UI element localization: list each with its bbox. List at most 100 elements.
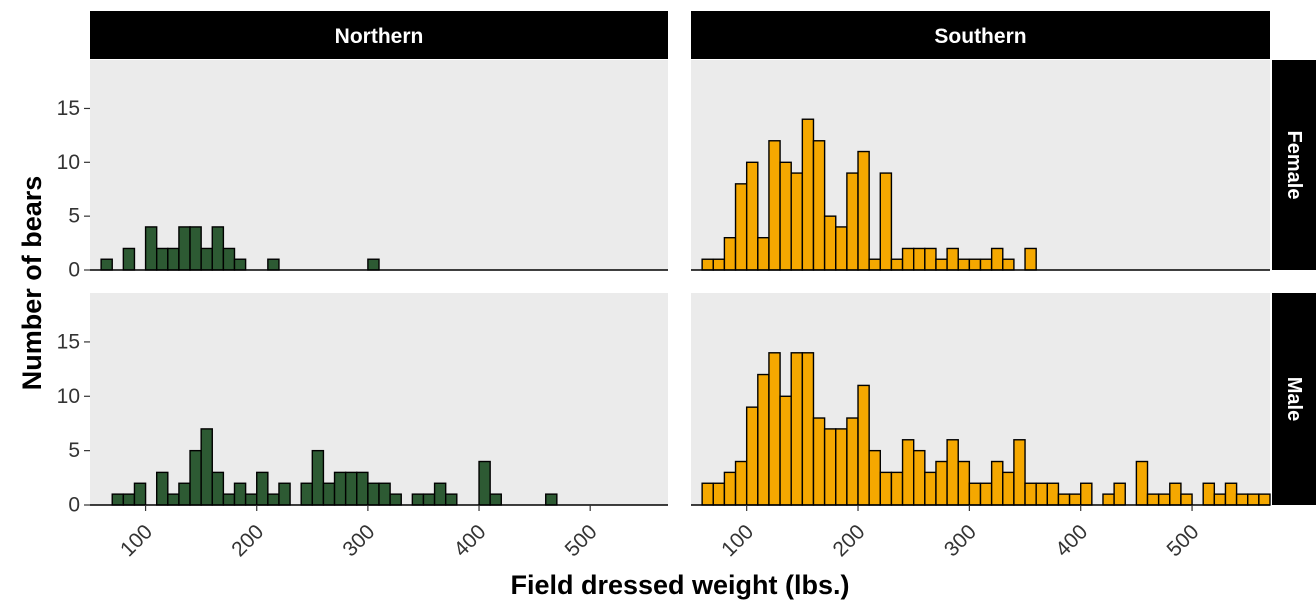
y-tick-label: 15 [57, 330, 80, 353]
histogram-bar [1169, 482, 1182, 506]
histogram-bar [1180, 493, 1193, 506]
histogram-bar [890, 258, 904, 271]
histogram-bar [311, 449, 325, 506]
histogram-bar [367, 258, 380, 271]
histogram-bar [768, 140, 781, 271]
y-tick-label: 0 [68, 259, 80, 282]
histogram-bar [1068, 493, 1082, 506]
x-tick-label: 400 [450, 520, 491, 561]
histogram-bar [1213, 493, 1227, 506]
histogram-bar [979, 482, 993, 506]
x-axis-title: Field dressed weight (lbs.) [510, 570, 849, 600]
row-strip-female [1272, 60, 1316, 270]
histogram-bar [1057, 493, 1071, 506]
histogram-bar [200, 247, 213, 271]
x-tick-label: 200 [829, 520, 870, 561]
histogram-bar [1247, 493, 1260, 506]
histogram-bar [344, 471, 358, 506]
histogram-bar [990, 460, 1004, 506]
histogram-bar [222, 493, 236, 506]
histogram-bar [957, 258, 971, 271]
histogram-bar [868, 449, 881, 506]
histogram-bar [267, 258, 280, 271]
histogram-bar [111, 493, 125, 506]
histogram-bar [723, 471, 737, 506]
histogram-bar [835, 428, 848, 506]
histogram-bar [189, 226, 202, 271]
histogram-bar [411, 493, 425, 506]
histogram-bar [946, 439, 959, 506]
histogram-bar [1002, 258, 1015, 271]
histogram-bar [790, 352, 804, 506]
histogram-bar [879, 172, 893, 271]
histogram-bar [846, 172, 859, 271]
histogram-bar [256, 471, 269, 506]
histogram-bar [723, 236, 737, 271]
histogram-bar [912, 449, 926, 506]
histogram-bar [1113, 482, 1126, 506]
histogram-bar [924, 247, 937, 271]
histogram-bar [233, 482, 247, 506]
histogram-bar [935, 258, 948, 271]
histogram-bar [545, 493, 558, 506]
histogram-bar [1135, 460, 1149, 506]
histogram-bar [968, 482, 982, 506]
histogram-bar [167, 493, 180, 506]
y-tick-label: 15 [57, 97, 80, 120]
histogram-bar [1102, 493, 1115, 506]
histogram-bar [912, 247, 926, 271]
histogram-bar [935, 460, 948, 506]
histogram-bar [1013, 439, 1026, 506]
histogram-bar [757, 373, 770, 506]
histogram-bar [167, 247, 180, 271]
x-tick-label: 200 [227, 520, 268, 561]
y-tick-label: 10 [57, 151, 80, 174]
histogram-bar [178, 482, 191, 506]
histogram-bar [946, 247, 959, 271]
histogram-bar [1202, 482, 1216, 506]
histogram-bar [367, 482, 380, 506]
histogram-bar [857, 150, 870, 271]
x-tick-label: 300 [940, 520, 981, 561]
histogram-bar [100, 258, 113, 271]
panel-background [90, 293, 668, 505]
x-tick-label: 100 [116, 520, 157, 561]
histogram-bar [1235, 493, 1249, 506]
histogram-bar [122, 493, 136, 506]
histogram-bar [1224, 482, 1238, 506]
column-strip-label: Northern [335, 25, 424, 48]
histogram-bar [979, 258, 993, 271]
histogram-bar [1035, 482, 1049, 506]
histogram-bar [433, 482, 447, 506]
x-tick-label: 100 [717, 520, 758, 561]
histogram-bar [244, 493, 258, 506]
histogram-bar [801, 352, 815, 506]
histogram-bar [823, 428, 837, 506]
histogram-bar [924, 471, 937, 506]
histogram-bar [1002, 471, 1015, 506]
histogram-bar [734, 460, 748, 506]
histogram-bar [734, 183, 748, 271]
row-strip-label: Female [1283, 131, 1305, 200]
column-strip-northern [90, 11, 668, 59]
histogram-bar [745, 161, 759, 271]
histogram-bar [356, 471, 369, 506]
histogram-bar [1024, 247, 1037, 271]
histogram-bar [178, 226, 191, 271]
histogram-bar [779, 161, 792, 271]
histogram-bar [812, 417, 826, 506]
histogram-bar [757, 236, 770, 271]
histogram-bar [155, 471, 169, 506]
histogram-bar [890, 471, 904, 506]
histogram-bar [489, 493, 502, 506]
histogram-bar [1157, 493, 1171, 506]
histogram-bar [990, 247, 1004, 271]
histogram-bar [779, 395, 792, 506]
histogram-bar [1046, 482, 1060, 506]
histogram-bar [790, 172, 804, 271]
column-strip-southern [691, 11, 1270, 59]
histogram-bar [389, 493, 402, 506]
y-tick-label: 5 [68, 439, 80, 462]
